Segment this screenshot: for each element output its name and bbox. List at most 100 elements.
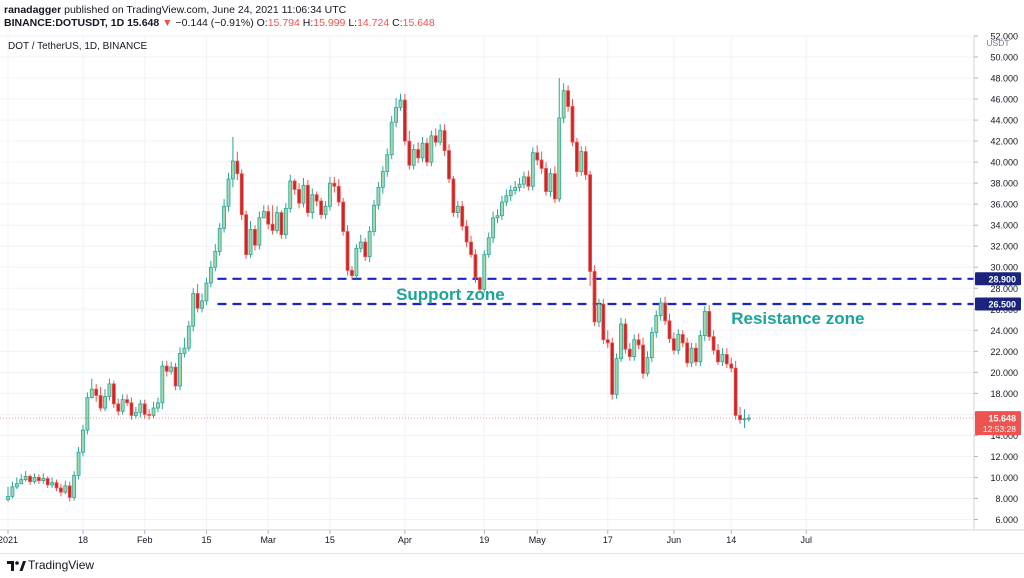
candle	[191, 288, 196, 332]
candle	[372, 199, 376, 236]
x-tick-label: 15	[325, 535, 335, 545]
candle-body	[142, 403, 147, 415]
candle	[301, 177, 306, 208]
candle	[332, 176, 337, 193]
candle-body	[425, 142, 429, 163]
ohlc-line: BINANCE:DOTUSDT, 1D 15.648 ▼ −0.144 (−0.…	[4, 17, 435, 29]
candle-body	[310, 194, 315, 213]
y-tick-label: 8.000	[995, 494, 1018, 504]
candle	[72, 471, 77, 501]
candle	[451, 175, 456, 217]
candle-body	[416, 149, 421, 159]
y-tick-label: 6.000	[995, 515, 1018, 525]
candle-body	[160, 365, 165, 404]
candle	[231, 136, 235, 188]
candle-body	[614, 358, 619, 395]
price-change: −0.144 (−0.91%)	[175, 17, 254, 29]
x-tick-label: 14	[726, 535, 736, 545]
level-tag-upper-bg	[975, 272, 1021, 286]
candle-body	[367, 231, 372, 258]
candlestick-chart[interactable]: DOT / TetherUS, 1D, BINANCE 6.000 8.000 10…	[0, 0, 1024, 553]
candle	[420, 136, 425, 163]
candle-body	[464, 225, 469, 243]
low-value: 14.724	[357, 17, 390, 29]
x-tick-label: Feb	[137, 535, 153, 545]
candle	[288, 174, 293, 213]
candle-body	[482, 254, 487, 290]
candle	[275, 206, 279, 234]
candle-body	[151, 407, 156, 416]
y-tick-label: 52.000	[990, 32, 1018, 42]
candle-body	[685, 342, 690, 364]
candle	[619, 317, 623, 362]
price-axis[interactable]: 6.0008.00010.00012.00014.00016.00018.000…	[974, 32, 1018, 525]
candle	[200, 293, 204, 313]
candle-body	[658, 302, 663, 316]
candle	[195, 284, 200, 313]
candle-body	[261, 211, 266, 219]
candle-body	[10, 486, 15, 497]
tradingview-logo-icon[interactable]	[6, 559, 26, 573]
candle	[658, 297, 663, 321]
candle-body	[138, 403, 143, 413]
candle-body	[716, 349, 720, 363]
y-tick-label: 20.000	[990, 368, 1018, 378]
candle	[23, 471, 28, 482]
candle-body	[358, 241, 363, 249]
candle-body	[672, 338, 676, 351]
low-label: L:	[348, 17, 358, 29]
candle-body	[442, 130, 447, 151]
candle-body	[41, 478, 46, 481]
candle	[85, 392, 90, 435]
candle-body	[354, 247, 359, 277]
candle-body	[517, 183, 522, 188]
candle	[10, 481, 15, 499]
candle-body	[195, 293, 200, 309]
candle	[98, 387, 103, 412]
candle-body	[402, 99, 407, 142]
y-tick-label: 36.000	[990, 200, 1018, 210]
candle	[504, 189, 509, 207]
candle	[305, 179, 310, 217]
candle-body	[133, 411, 138, 416]
candle	[464, 219, 469, 248]
publisher-name[interactable]: ranadagger	[4, 4, 62, 16]
candle-body	[45, 478, 50, 486]
candle-body	[372, 204, 376, 232]
tradingview-brand[interactable]: TradingView	[28, 558, 95, 572]
candle	[539, 151, 544, 174]
chart-title: DOT / TetherUS, 1D, BINANCE	[8, 41, 147, 52]
candle-body	[623, 323, 628, 350]
candle-body	[610, 342, 615, 395]
candle-body	[217, 227, 222, 252]
candle-body	[729, 363, 734, 369]
candle-body	[522, 176, 526, 185]
candle	[570, 99, 575, 147]
candle	[248, 220, 253, 258]
candle-body	[125, 399, 129, 404]
candle	[738, 407, 742, 424]
candle	[724, 348, 729, 369]
candle-body	[508, 190, 513, 197]
candle-body	[526, 176, 531, 187]
candle	[63, 480, 68, 495]
candle-body	[235, 160, 240, 175]
published-text: published on TradingView.com, June 24, 2…	[64, 4, 347, 16]
candle-body	[702, 310, 707, 336]
candle-body	[169, 366, 174, 372]
candle-body	[89, 388, 94, 398]
candle-body	[301, 184, 306, 204]
candle	[151, 401, 156, 419]
candle	[111, 380, 116, 409]
candle	[407, 130, 412, 170]
candle-body	[676, 334, 681, 351]
last-price-tag: 15.648	[988, 414, 1016, 424]
candle-body	[694, 347, 698, 363]
candle-body	[120, 399, 125, 412]
candle-body	[530, 152, 535, 187]
candle-body	[645, 357, 650, 374]
candle	[133, 407, 138, 419]
time-axis[interactable]: 2021 18 Feb 15 Mar 15 Apr 19 May 17 Jun 14 Jul	[0, 530, 812, 545]
candle-body	[477, 277, 482, 290]
candle-body	[544, 168, 548, 192]
